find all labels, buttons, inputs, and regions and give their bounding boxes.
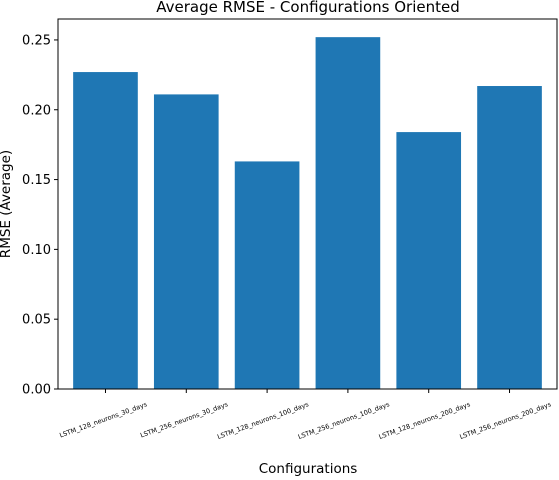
bar-LSTM_256_neurons_200_days <box>477 86 542 390</box>
x-axis-label: Configurations <box>259 461 358 476</box>
plot-frame <box>57 18 558 390</box>
bar-LSTM_256_neurons_30_days <box>153 94 219 390</box>
y-tick-label: 0.05 <box>22 313 51 328</box>
bar-LSTM_128_neurons_200_days <box>396 132 462 389</box>
y-tick-label: 0.25 <box>22 33 51 48</box>
chart-title: Average RMSE - Configurations Oriented <box>156 0 460 16</box>
y-axis-label: RMSE (Average) <box>0 150 14 258</box>
bars-layer <box>73 37 542 390</box>
bar-LSTM_128_neurons_100_days <box>234 161 300 389</box>
bar-LSTM_128_neurons_30_days <box>73 72 138 389</box>
y-tick-label: 0.10 <box>22 243 51 258</box>
y-tick-label: 0.15 <box>22 173 51 188</box>
bar-LSTM_256_neurons_100_days <box>315 37 381 390</box>
y-axis: 0.00 0.05 0.10 0.15 0.20 0.25 <box>22 33 58 398</box>
y-tick-label: 0.20 <box>22 103 51 118</box>
y-tick-label: 0.00 <box>22 383 51 398</box>
